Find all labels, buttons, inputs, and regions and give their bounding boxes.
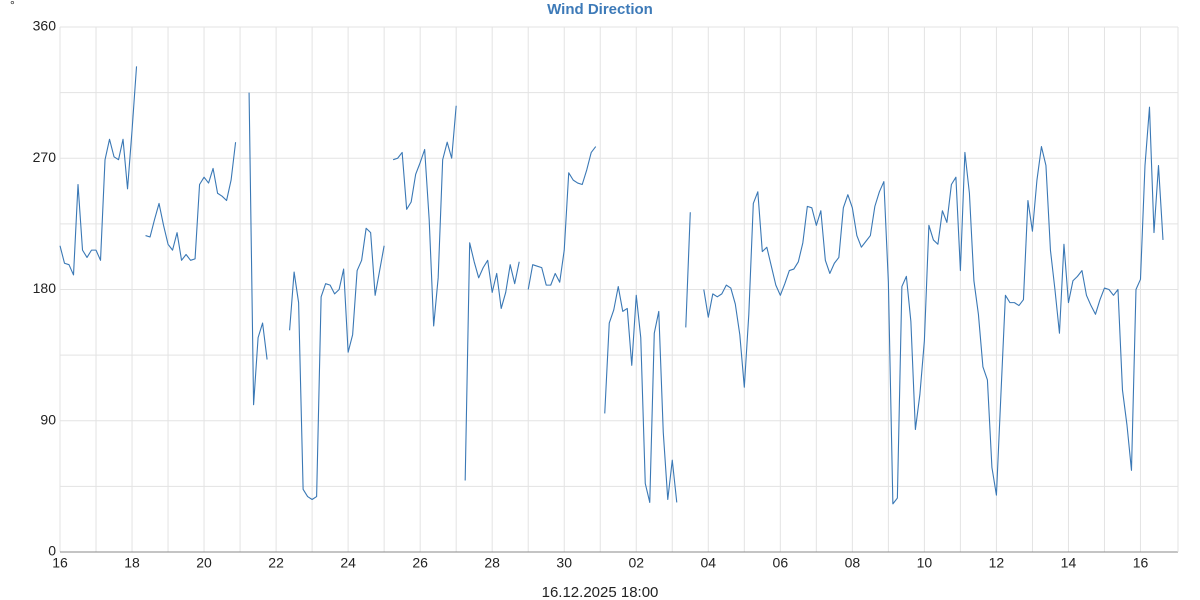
x-tick-label: 14 xyxy=(1061,555,1077,571)
y-tick-label: 90 xyxy=(40,411,56,427)
x-tick-label: 04 xyxy=(701,555,717,571)
x-tick-label: 02 xyxy=(628,555,644,571)
x-tick-label: 06 xyxy=(773,555,789,571)
y-tick-label: 360 xyxy=(33,18,57,34)
x-tick-label: 24 xyxy=(340,555,356,571)
y-tick-label: 270 xyxy=(33,149,57,165)
x-tick-label: 20 xyxy=(196,555,212,571)
x-tick-label: 16 xyxy=(1133,555,1149,571)
x-tick-label: 08 xyxy=(845,555,861,571)
x-tick-label: 16 xyxy=(52,555,68,571)
x-tick-label: 26 xyxy=(412,555,428,571)
x-tick-label: 12 xyxy=(989,555,1005,571)
x-tick-label: 10 xyxy=(917,555,933,571)
x-tick-label: 30 xyxy=(556,555,572,571)
data-line xyxy=(59,66,1164,505)
x-tick-label: 22 xyxy=(268,555,284,571)
y-axis-unit: ° xyxy=(10,0,15,12)
plot-area xyxy=(59,66,1164,505)
y-tick-label: 0 xyxy=(48,543,56,559)
y-tick-label: 180 xyxy=(33,280,57,296)
chart-title: Wind Direction xyxy=(547,1,653,18)
tick-labels: 0 90 180 270 360 16 18 20 22 24 26 28 30 02 04 06 08 10 12… xyxy=(33,18,1149,571)
x-tick-label: 18 xyxy=(124,555,140,571)
x-tick-label: 28 xyxy=(484,555,500,571)
x-axis-label: 16.12.2025 18:00 xyxy=(542,584,659,600)
grid xyxy=(59,26,1179,553)
